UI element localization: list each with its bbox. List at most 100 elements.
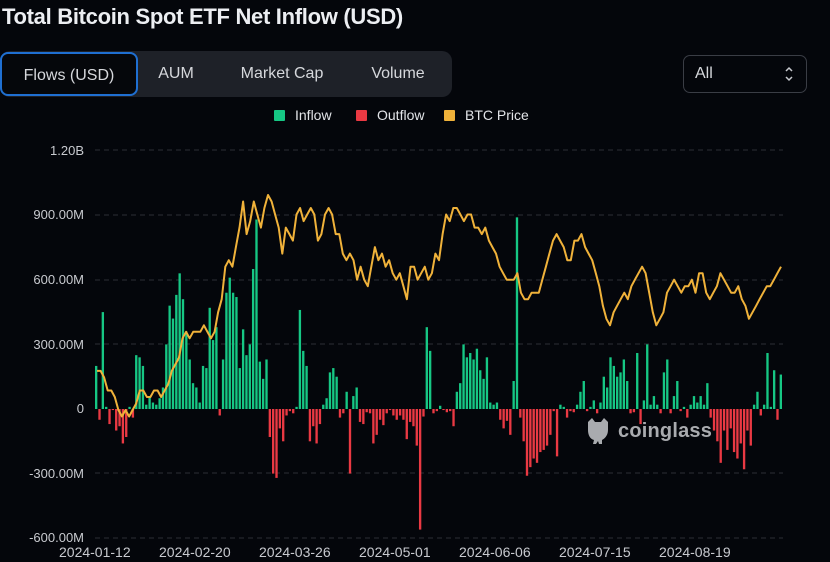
inflow-bar[interactable]	[198, 402, 201, 409]
outflow-bar[interactable]	[565, 409, 569, 418]
inflow-bar[interactable]	[676, 381, 679, 409]
inflow-bar[interactable]	[335, 376, 338, 409]
inflow-bar[interactable]	[138, 357, 141, 409]
outflow-bar[interactable]	[529, 409, 532, 468]
inflow-bar[interactable]	[251, 269, 255, 409]
outflow-bar[interactable]	[272, 409, 275, 474]
outflow-bar[interactable]	[131, 409, 135, 418]
outflow-bar[interactable]	[275, 409, 278, 478]
inflow-bar[interactable]	[689, 404, 692, 409]
outflow-bar[interactable]	[368, 409, 372, 414]
outflow-bar[interactable]	[776, 409, 779, 420]
outflow-bar[interactable]	[365, 409, 368, 413]
outflow-bar[interactable]	[669, 409, 672, 414]
inflow-bar[interactable]	[151, 402, 155, 409]
inflow-bar[interactable]	[762, 404, 766, 409]
outflow-bar[interactable]	[121, 409, 125, 444]
outflow-bar[interactable]	[532, 409, 535, 459]
inflow-bar[interactable]	[696, 402, 699, 409]
inflow-bar[interactable]	[756, 391, 759, 409]
outflow-bar[interactable]	[372, 409, 375, 444]
range-select[interactable]: All	[683, 55, 807, 93]
inflow-bar[interactable]	[205, 368, 208, 409]
inflow-bar[interactable]	[165, 344, 168, 409]
inflow-bar[interactable]	[439, 405, 442, 409]
outflow-bar[interactable]	[395, 409, 398, 420]
outflow-bar[interactable]	[632, 409, 636, 413]
outflow-bar[interactable]	[759, 409, 762, 416]
inflow-bar[interactable]	[682, 406, 686, 409]
inflow-bar[interactable]	[489, 402, 492, 409]
inflow-bar[interactable]	[305, 365, 308, 409]
outflow-bar[interactable]	[382, 409, 385, 426]
outflow-bar[interactable]	[726, 409, 729, 450]
inflow-bar[interactable]	[589, 406, 592, 409]
outflow-bar[interactable]	[732, 409, 736, 453]
inflow-bar[interactable]	[752, 404, 756, 409]
outflow-bar[interactable]	[285, 409, 288, 416]
inflow-bar[interactable]	[649, 404, 652, 409]
outflow-bar[interactable]	[278, 409, 282, 429]
inflow-bar[interactable]	[692, 396, 696, 409]
inflow-bar[interactable]	[201, 365, 205, 409]
outflow-bar[interactable]	[358, 409, 362, 422]
inflow-bar[interactable]	[772, 370, 776, 409]
legend-outflow[interactable]: Outflow	[356, 107, 424, 123]
inflow-bar[interactable]	[332, 368, 335, 409]
inflow-bar[interactable]	[248, 344, 251, 409]
inflow-bar[interactable]	[265, 359, 268, 409]
inflow-bar[interactable]	[492, 404, 495, 409]
tab-flows-usd[interactable]: Flows (USD)	[0, 52, 138, 96]
inflow-bar[interactable]	[425, 327, 428, 409]
outflow-bar[interactable]	[739, 409, 742, 444]
inflow-bar[interactable]	[612, 365, 616, 409]
inflow-bar[interactable]	[642, 400, 646, 409]
legend-inflow[interactable]: Inflow	[274, 107, 332, 123]
outflow-bar[interactable]	[388, 409, 392, 411]
outflow-bar[interactable]	[378, 409, 382, 420]
inflow-bar[interactable]	[188, 359, 191, 409]
outflow-bar[interactable]	[499, 409, 502, 420]
inflow-bar[interactable]	[168, 305, 171, 409]
inflow-bar[interactable]	[559, 404, 562, 409]
tab-volume[interactable]: Volume	[371, 65, 425, 82]
inflow-bar[interactable]	[238, 368, 241, 409]
inflow-bar[interactable]	[345, 391, 348, 409]
outflow-bar[interactable]	[432, 409, 435, 414]
outflow-bar[interactable]	[348, 409, 352, 474]
outflow-bar[interactable]	[449, 409, 452, 412]
inflow-bar[interactable]	[512, 381, 515, 409]
outflow-bar[interactable]	[392, 409, 395, 416]
inflow-bar[interactable]	[241, 329, 245, 409]
inflow-bar[interactable]	[221, 359, 225, 409]
outflow-bar[interactable]	[412, 409, 415, 427]
inflow-bar[interactable]	[616, 376, 619, 409]
outflow-bar[interactable]	[422, 409, 425, 417]
outflow-bar[interactable]	[452, 409, 455, 427]
inflow-bar[interactable]	[145, 404, 148, 409]
inflow-bar[interactable]	[191, 383, 195, 409]
inflow-bar[interactable]	[672, 396, 676, 409]
outflow-bar[interactable]	[505, 409, 509, 421]
inflow-bar[interactable]	[161, 387, 165, 409]
outflow-bar[interactable]	[502, 409, 505, 429]
inflow-bar[interactable]	[699, 396, 702, 409]
outflow-bar[interactable]	[342, 409, 345, 414]
inflow-bar[interactable]	[171, 318, 175, 409]
outflow-bar[interactable]	[555, 409, 559, 457]
outflow-bar[interactable]	[522, 409, 525, 442]
inflow-bar[interactable]	[769, 406, 772, 409]
inflow-bar[interactable]	[609, 357, 612, 409]
outflow-bar[interactable]	[111, 409, 115, 411]
inflow-bar[interactable]	[228, 277, 231, 409]
inflow-bar[interactable]	[298, 309, 302, 409]
outflow-bar[interactable]	[445, 409, 449, 413]
inflow-bar[interactable]	[479, 370, 482, 409]
inflow-bar[interactable]	[295, 406, 298, 409]
outflow-bar[interactable]	[398, 409, 402, 416]
inflow-bar[interactable]	[562, 406, 565, 409]
inflow-bar[interactable]	[175, 294, 178, 409]
inflow-bar[interactable]	[215, 327, 218, 409]
outflow-bar[interactable]	[288, 409, 292, 412]
outflow-bar[interactable]	[318, 409, 322, 425]
